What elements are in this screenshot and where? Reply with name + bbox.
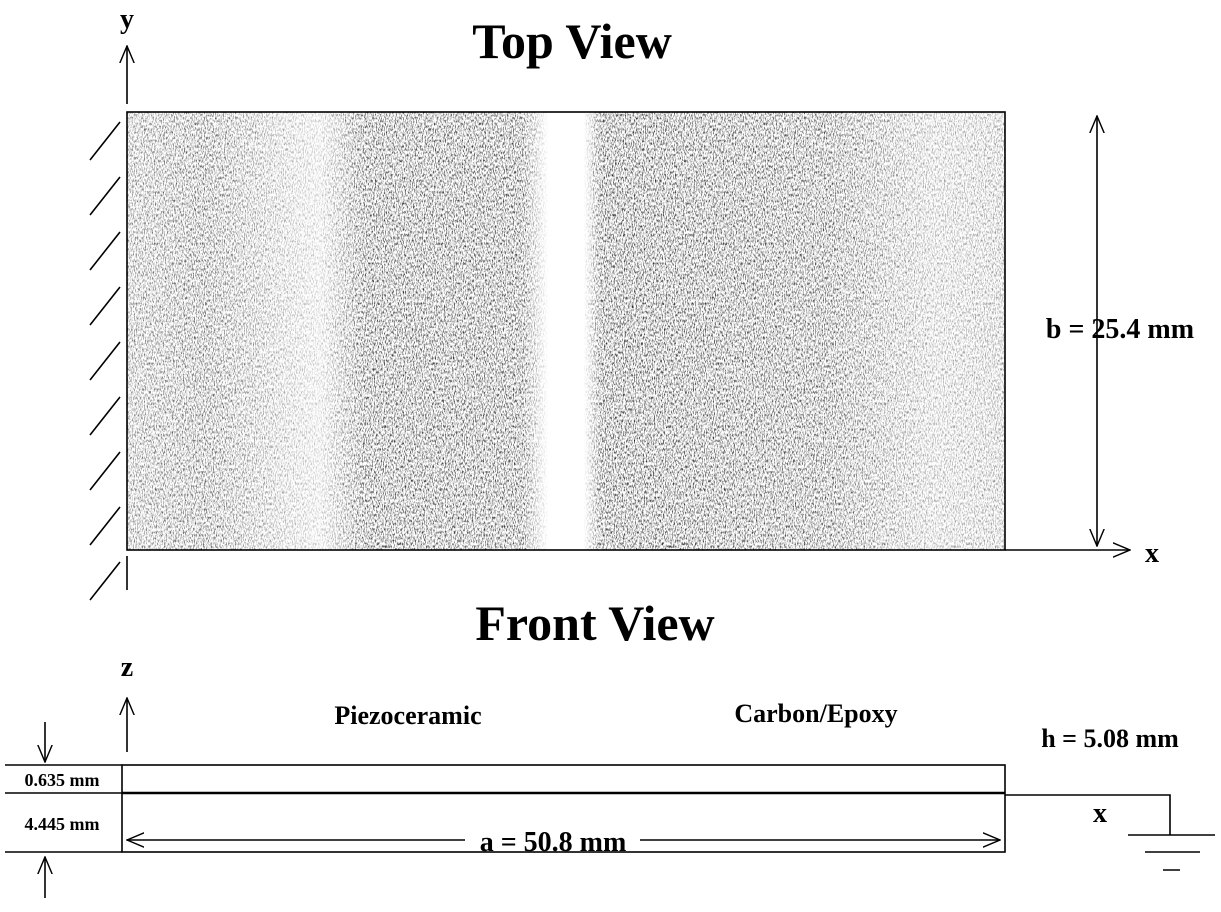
ground-wire: [1005, 795, 1170, 835]
hatch: [90, 342, 120, 380]
hatch: [90, 232, 120, 270]
front-view-title: Front View: [475, 595, 714, 651]
layer-label: Piezoceramic: [334, 701, 481, 730]
hatch: [90, 122, 120, 160]
width-dimension: b = 25.4 mm: [1046, 314, 1194, 345]
length-dimension: a = 50.8 mm: [480, 827, 627, 858]
hatch: [90, 562, 120, 600]
hatch: [90, 177, 120, 215]
height-dimension: h = 5.08 mm: [1041, 724, 1179, 753]
texture: [127, 112, 1005, 550]
layer-thickness: 4.445 mm: [25, 814, 100, 834]
hatch: [90, 397, 120, 435]
hatch: [90, 507, 120, 545]
page: {"top_view": {"title": "Top View", "y_ax…: [0, 0, 1221, 912]
x-axis-label: x: [1093, 798, 1107, 829]
hatch: [90, 452, 120, 490]
top-view-title: Top View: [472, 13, 672, 69]
x-axis-label: x: [1145, 538, 1159, 569]
z-axis-label: z: [121, 652, 133, 683]
clamp-hatching: [90, 122, 120, 600]
layer-thickness: 0.635 mm: [25, 770, 100, 790]
hatch: [90, 287, 120, 325]
layer-label: Carbon/Epoxy: [734, 699, 897, 728]
ground-symbol: [1005, 795, 1215, 870]
diagram: Top View y x b = 25.4 mm Front View z Pi…: [0, 0, 1221, 912]
y-axis-label: y: [120, 4, 134, 35]
mottled-surface: [127, 112, 1005, 550]
